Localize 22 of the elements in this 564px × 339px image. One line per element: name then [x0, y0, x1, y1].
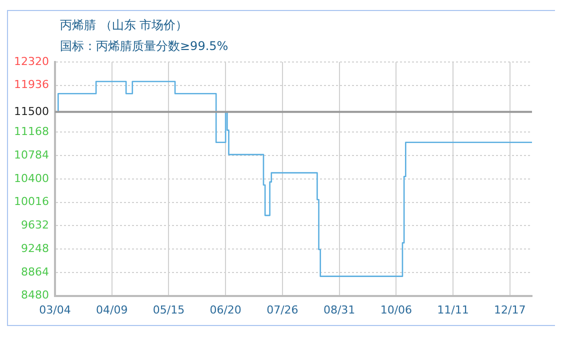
x-tick-label: 11/11	[437, 303, 469, 316]
y-tick-label: 9248	[20, 242, 49, 255]
y-tick-label: 8480	[20, 288, 49, 302]
x-tick-label: 05/15	[152, 303, 185, 316]
x-tick-label: 06/20	[210, 303, 242, 316]
x-tick-label: 04/09	[96, 303, 128, 316]
y-tick-label: 11500	[14, 104, 49, 118]
y-tick-label: 10400	[14, 172, 49, 185]
x-tick-label: 08/31	[323, 303, 356, 316]
y-tick-label: 8864	[20, 265, 49, 278]
y-tick-label: 10784	[14, 148, 49, 162]
x-tick-label: 03/04	[39, 303, 71, 316]
y-tick-label: 11936	[14, 78, 49, 92]
x-tick-label: 07/26	[266, 303, 298, 316]
y-tick-label: 11168	[14, 125, 49, 138]
y-tick-label: 10016	[14, 195, 49, 208]
chart-subtitle: 国标：丙烯腈质量分数≥99.5%	[60, 38, 228, 55]
x-tick-label: 10/06	[380, 303, 412, 316]
y-tick-label: 9632	[20, 218, 49, 232]
y-tick-label: 12320	[14, 54, 49, 68]
x-tick-label: 12/17	[494, 303, 526, 316]
chart-title: 丙烯腈 （山东 市场价）	[60, 17, 188, 34]
